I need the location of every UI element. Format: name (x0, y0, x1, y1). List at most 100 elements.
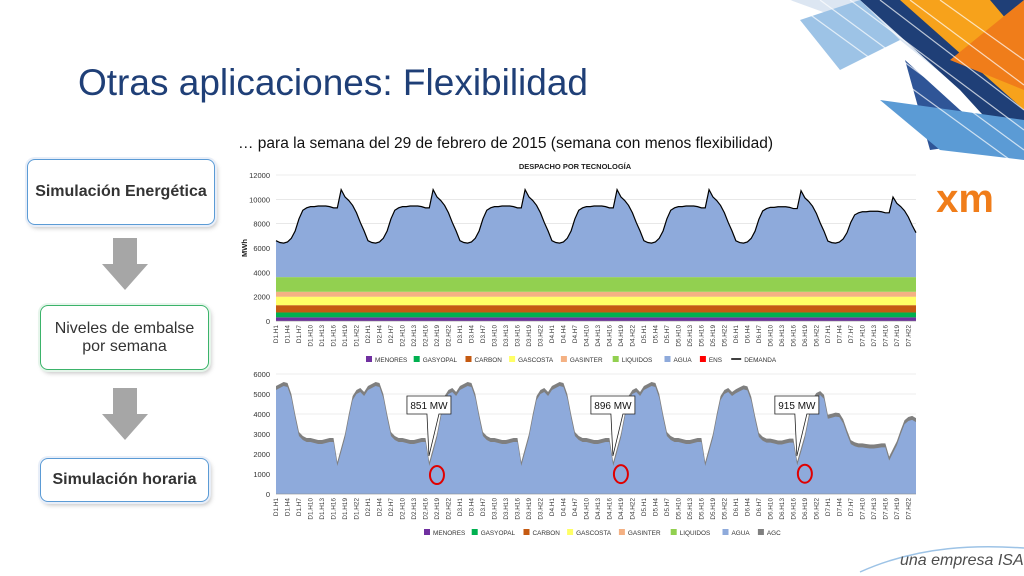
series-band-liquidos (276, 277, 916, 292)
highlight-circle (428, 464, 445, 485)
x-tick-label: D3.H16 (514, 325, 521, 347)
legend-item: GASCOSTA (567, 529, 612, 537)
legend-swatch (413, 356, 420, 362)
x-tick-label: D3.H10 (491, 498, 498, 520)
x-tick-label: D3.H16 (514, 498, 521, 520)
x-tick-label: D1.H19 (342, 325, 349, 347)
page-title: Otras aplicaciones: Flexibilidad (78, 62, 589, 103)
down-arrow-icon (102, 388, 148, 440)
x-tick-label: D4.H19 (618, 325, 625, 347)
x-tick-label: D4.H19 (618, 498, 625, 520)
x-tick-label: D2.H22 (445, 498, 452, 520)
legend-item: ENS (699, 356, 722, 364)
x-tick-label: D4.H16 (606, 498, 613, 520)
legend-label: LIQUIDOS (680, 530, 711, 537)
x-tick-label: D6.H22 (813, 325, 820, 347)
footer-brand: una empresa ISA (900, 552, 1024, 569)
x-tick-label: D4.H16 (606, 325, 613, 347)
legend-label: CARBON (475, 357, 503, 364)
legend-swatch (509, 356, 516, 362)
x-tick-label: D7.H7 (848, 325, 855, 344)
x-tick-label: D4.H22 (629, 498, 636, 520)
legend-swatch (465, 356, 472, 362)
legend-item: DEMANDA (731, 357, 777, 364)
legend-item: CARBON (465, 356, 503, 364)
flow-box-simulacion-energetica: Simulación Energética (27, 159, 215, 225)
x-tick-label: D6.H19 (802, 498, 809, 520)
x-tick-label: D6.H19 (802, 325, 809, 347)
x-tick-label: D1.H7 (296, 498, 303, 517)
x-tick-label: D5.H16 (698, 498, 705, 520)
legend-swatch (757, 529, 764, 535)
y-tick-label: 2000 (253, 293, 270, 302)
x-tick-label: D6.H7 (756, 325, 763, 344)
xm-logo: xm (936, 178, 994, 220)
legend-item: LIQUIDOS (670, 529, 711, 537)
legend-item: LIQUIDOS (612, 356, 653, 364)
legend-swatch (424, 529, 430, 535)
legend-item: GASINTER (618, 529, 661, 537)
callout-box (774, 395, 820, 457)
legend-item: MENORES (424, 529, 465, 537)
x-tick-label: D1.H10 (307, 498, 314, 520)
legend-swatch (612, 356, 619, 362)
x-tick-label: D3.H13 (503, 325, 510, 347)
x-tick-label: D2.H4 (376, 498, 383, 517)
xm-logo-text: xm (936, 178, 994, 220)
x-tick-label: D4.H7 (572, 498, 579, 517)
x-tick-label: D6.H4 (744, 325, 751, 344)
legend-label: LIQUIDOS (622, 357, 653, 364)
legend-label: GASCOSTA (576, 530, 612, 537)
x-tick-label: D6.H16 (790, 498, 797, 520)
x-tick-label: D2.H16 (422, 325, 429, 347)
series-band-carbon (276, 305, 916, 313)
legend-item: AGUA (722, 529, 750, 537)
y-tick-label: 2000 (253, 450, 270, 459)
x-tick-label: D2.H1 (365, 325, 372, 344)
x-tick-label: D5.H7 (664, 325, 671, 344)
legend-label: GASINTER (570, 357, 603, 364)
x-tick-label: D3.H19 (526, 325, 533, 347)
x-tick-label: D5.H19 (710, 498, 717, 520)
x-tick-label: D1.H22 (353, 325, 360, 347)
x-tick-label: D7.H10 (859, 325, 866, 347)
down-arrow-icon (102, 238, 148, 290)
y-tick-label: 0 (266, 317, 270, 326)
legend-label: DEMANDA (744, 357, 777, 364)
y-tick-label: 4000 (253, 268, 270, 277)
x-tick-label: D4.H13 (595, 325, 602, 347)
x-tick-label: D5.H1 (641, 325, 648, 344)
y-tick-label: 1000 (253, 470, 270, 479)
legend-item: GASYOPAL (413, 356, 457, 364)
x-tick-label: D3.H4 (468, 325, 475, 344)
x-tick-label: D7.H22 (905, 498, 912, 520)
x-tick-label: D6.H10 (767, 325, 774, 347)
x-tick-label: D7.H13 (871, 498, 878, 520)
y-tick-label: 10000 (249, 195, 270, 204)
y-axis-label: MWh (240, 239, 249, 257)
x-tick-label: D7.H16 (882, 498, 889, 520)
legend-item: GASYOPAL (471, 529, 515, 537)
x-tick-label: D6.H13 (779, 325, 786, 347)
x-tick-label: D2.H7 (388, 325, 395, 344)
legend-item: GASCOSTA (509, 356, 554, 364)
x-tick-label: D6.H4 (744, 498, 751, 517)
y-tick-label: 0 (266, 490, 270, 499)
legend-item: GASINTER (560, 356, 603, 364)
x-tick-label: D2.H13 (411, 325, 418, 347)
x-tick-label: D2.H16 (422, 498, 429, 520)
x-tick-label: D4.H10 (583, 498, 590, 520)
y-tick-label: 6000 (253, 244, 270, 253)
x-tick-label: D3.H19 (526, 498, 533, 520)
x-tick-label: D4.H7 (572, 325, 579, 344)
legend-label: GASINTER (628, 530, 661, 537)
legend-label: MENORES (433, 530, 465, 537)
x-tick-label: D5.H4 (652, 325, 659, 344)
x-tick-label: D1.H16 (330, 498, 337, 520)
x-tick-label: D3.H1 (457, 325, 464, 344)
x-tick-label: D3.H7 (480, 325, 487, 344)
x-tick-label: D7.H1 (825, 498, 832, 517)
x-tick-label: D7.H7 (848, 498, 855, 517)
callout-label: 915 MW (778, 401, 816, 412)
